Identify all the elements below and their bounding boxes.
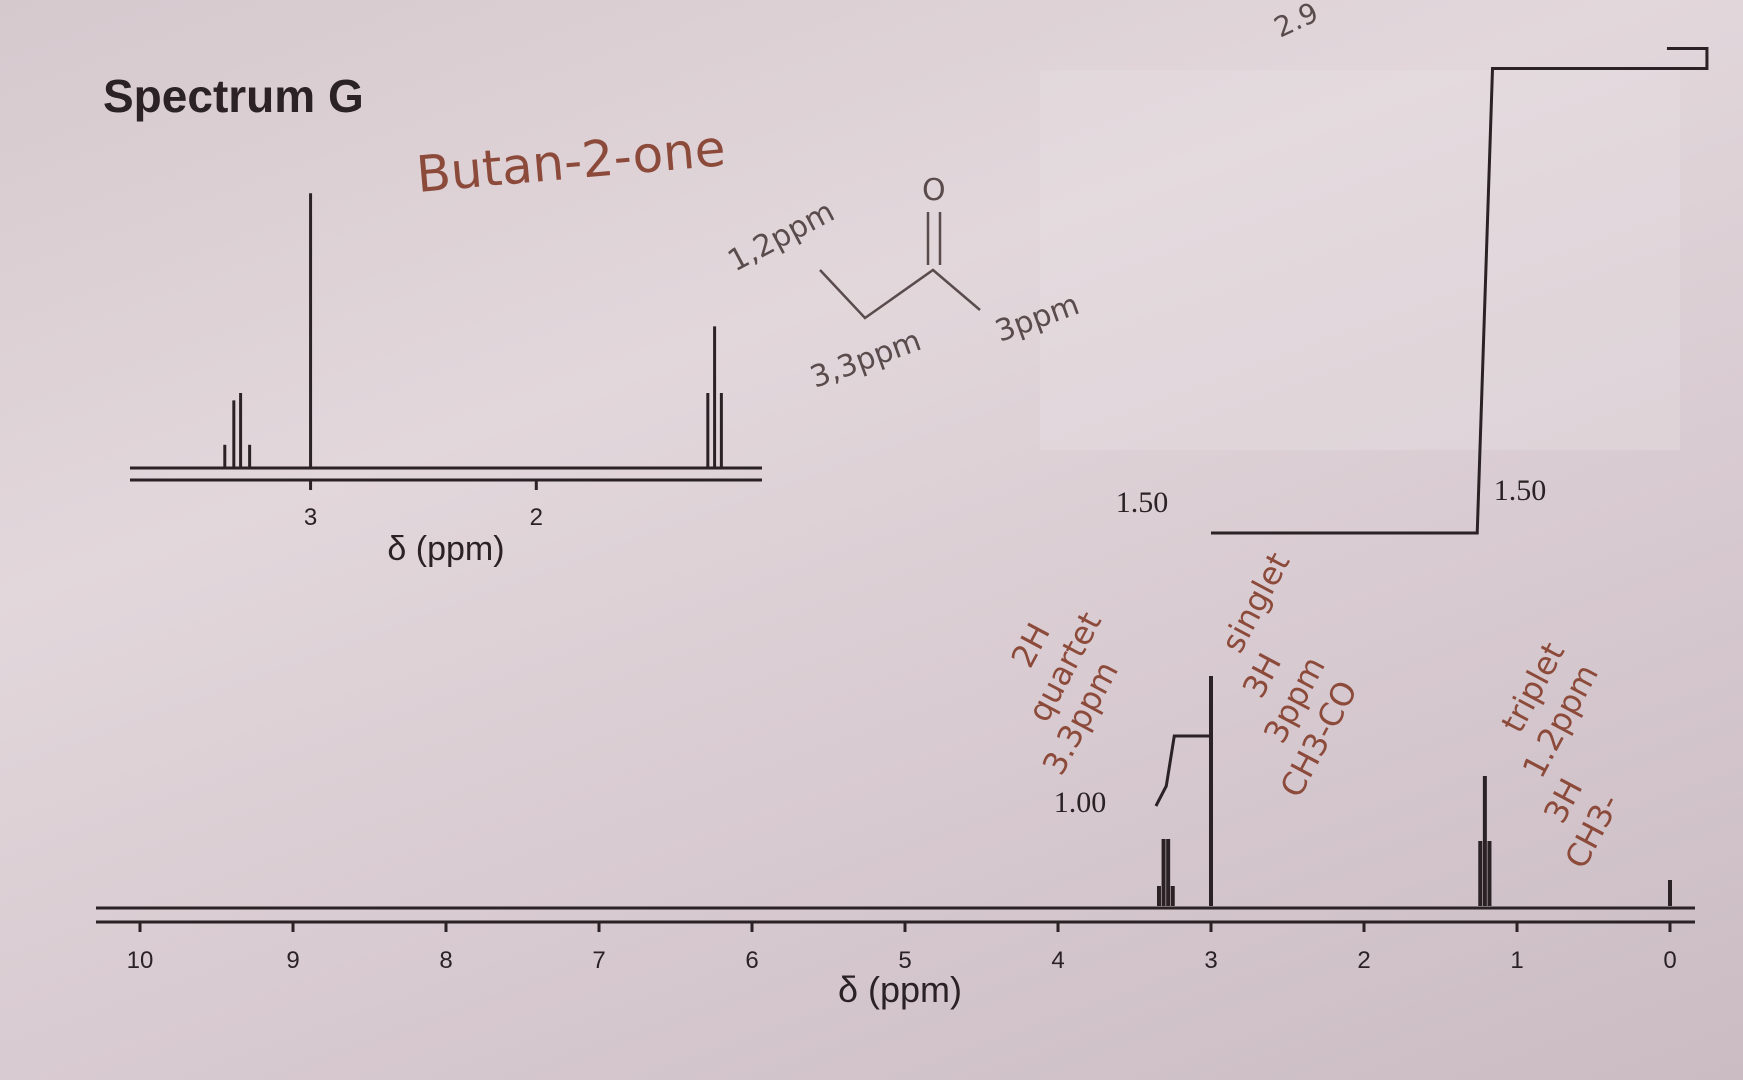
structure-skeleton: [819, 268, 981, 320]
integral-label: 1.50: [1116, 486, 1169, 519]
integral-labels: 1.00 1.50 1.50: [1054, 474, 1547, 819]
main-x-axis-label: δ (ppm): [838, 969, 962, 1010]
structure-drawing: [819, 212, 981, 320]
main-tick-label: 3: [1204, 947, 1217, 974]
integral-curve: [1154, 47, 1709, 807]
page-title: Spectrum G: [103, 70, 364, 122]
main-tick-label: 10: [127, 947, 154, 974]
main-tick-label: 5: [898, 947, 911, 974]
structure-label-ch3: 1,2ppm: [722, 194, 840, 279]
singlet-note: singlet 3H 3ppm CH3-CO: [1214, 546, 1366, 803]
main-tick-label: 6: [745, 947, 758, 974]
inset-x-axis-label: δ (ppm): [387, 530, 504, 568]
main-tick-label: 9: [286, 947, 299, 974]
main-peaks: [1156, 676, 1672, 906]
top-corner-note: 2.9: [1269, 0, 1323, 44]
main-spectrum: 10 9 8 7 6 5 4 3 2 1 0 1.001.50 1.50 δ (ppm): [96, 47, 1709, 1010]
main-tick-label: 2: [1357, 947, 1370, 974]
main-tick-label: 0: [1663, 947, 1676, 974]
integral-label: 1.50: [1494, 474, 1547, 507]
main-ticks: 10 9 8 7 6 5 4 3 2 1 0: [127, 922, 1677, 974]
inset-tick-label: 3: [304, 504, 317, 531]
carbonyl-oxygen-label: O: [922, 173, 946, 208]
main-tick-label: 8: [439, 947, 452, 974]
compound-name: Butan-2-one: [414, 119, 728, 204]
inset-peaks: [223, 193, 723, 467]
main-tick-label: 4: [1051, 947, 1064, 974]
integral-trace: [1154, 47, 1709, 807]
structure-label-ch2: 3,3ppm: [806, 323, 926, 395]
singlet-note-line-1: singlet: [1214, 546, 1298, 659]
main-tick-label: 1: [1510, 947, 1523, 974]
integral-label: 1.00: [1054, 786, 1107, 819]
quartet-note: 2H quartet 3.3ppm: [1004, 606, 1126, 781]
paper-highlight: [1040, 70, 1680, 450]
main-tick-label: 7: [592, 947, 605, 974]
inset-tick-label: 2: [530, 504, 543, 531]
